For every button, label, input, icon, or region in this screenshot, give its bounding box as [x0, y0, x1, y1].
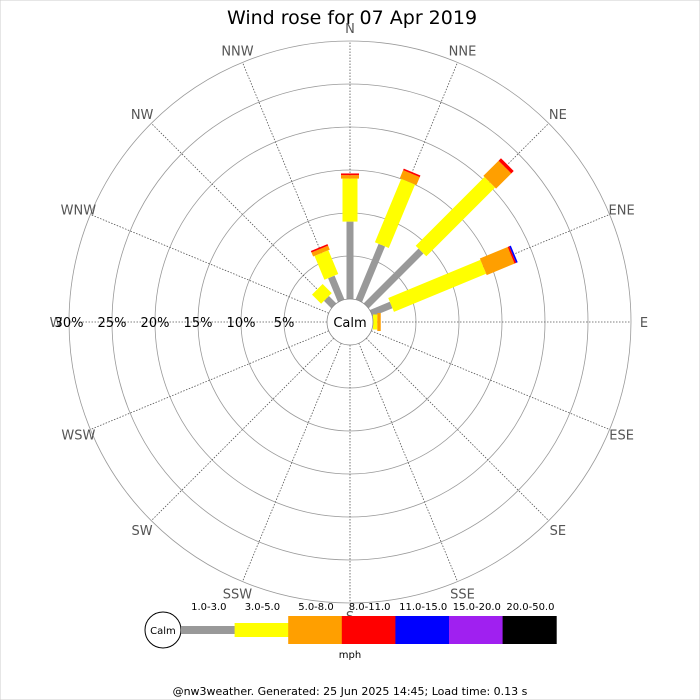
bar-NE-5.0-8.0 [483, 160, 512, 189]
bar-E-5.0-8.0 [377, 313, 381, 331]
legend-swatch-8.0-11.0 [341, 616, 396, 644]
chart-title: Wind rose for 07 Apr 2019 [227, 7, 477, 29]
legend-label-15.0-20.0: 15.0-20.0 [453, 602, 501, 613]
bar-N-3.0-5.0 [342, 178, 358, 222]
legend-label-5.0-8.0: 5.0-8.0 [298, 602, 333, 613]
calm-circle [326, 298, 374, 346]
grid-ring-25pct [111, 83, 589, 561]
spoke-WSW [90, 330, 329, 430]
spoke-SW [151, 337, 335, 521]
legend-label-1.0-3.0: 1.0-3.0 [191, 602, 226, 613]
direction-label-NE: NE [549, 108, 567, 123]
legend-swatch-3.0-5.0 [234, 623, 289, 637]
bar-E-3.0-5.0 [372, 314, 378, 330]
spoke-SSE [358, 343, 458, 582]
bar-ENE-8.0-11.0 [507, 246, 517, 264]
direction-label-WSW: WSW [61, 429, 95, 444]
bar-N-8.0-11.0 [341, 173, 359, 176]
radial-tick-30pct: 30% [55, 316, 84, 331]
bar-ENE-11.0-15.0 [509, 245, 518, 263]
calm-center: Calm [326, 298, 374, 346]
direction-label-WNW: WNW [61, 203, 97, 218]
legend-swatch-20.0-50.0 [502, 616, 557, 644]
bar-NNW-8.0-11.0 [310, 244, 329, 253]
bar-NNE-3.0-5.0 [374, 178, 416, 249]
bar-ENE-1.0-3.0 [369, 301, 393, 317]
bar-NE-3.0-5.0 [415, 176, 496, 257]
legend-label-20.0-50.0: 20.0-50.0 [506, 602, 554, 613]
bar-ENE-3.0-5.0 [388, 259, 487, 312]
bar-NE-1.0-3.0 [363, 248, 424, 309]
legend-calm-label: Calm [150, 626, 176, 637]
spoke-SSW [242, 343, 342, 582]
calm-label: Calm [333, 316, 366, 331]
bar-NNE-1.0-3.0 [355, 243, 386, 303]
direction-label-ENE: ENE [609, 203, 635, 218]
grid-ring-30pct [68, 40, 632, 604]
bar-NNE-5.0-8.0 [399, 170, 420, 186]
direction-label-SSW: SSW [223, 588, 253, 603]
legend-label-3.0-5.0: 3.0-5.0 [245, 602, 280, 613]
direction-labels: NNNENEENEEESESESSESSSWSWWSWWWNWNWNNW [50, 22, 649, 625]
radial-tick-20pct: 20% [141, 316, 170, 331]
bar-NE-8.0-11.0 [498, 158, 514, 174]
legend-unit: mph [339, 650, 361, 661]
legend-swatch-5.0-8.0 [288, 616, 343, 644]
direction-label-W: W [50, 316, 63, 331]
direction-label-NNW: NNW [221, 44, 253, 59]
bar-NNE-8.0-11.0 [403, 168, 421, 178]
spoke-WNW [90, 214, 329, 314]
legend-swatch-11.0-15.0 [395, 616, 450, 644]
direction-label-N: N [345, 22, 355, 37]
direction-label-ESE: ESE [609, 429, 634, 444]
radial-tick-5pct: 5% [274, 316, 295, 331]
legend-swatch-15.0-20.0 [449, 616, 504, 644]
radial-tick-labels: 5% 10% 15% 20% 25% 30% [55, 316, 295, 331]
radial-tick-15pct: 15% [184, 316, 213, 331]
direction-label-SE: SE [550, 524, 566, 539]
wind-bars [310, 158, 518, 331]
bar-NNW-1.0-3.0 [328, 275, 345, 303]
direction-label-NNE: NNE [449, 44, 477, 59]
footer-text: @nw3weather. Generated: 25 Jun 2025 14:4… [173, 685, 528, 698]
bar-NW-3.0-5.0 [312, 284, 332, 304]
bar-NNW-3.0-5.0 [314, 250, 339, 280]
legend-swatch-1.0-3.0 [181, 626, 236, 634]
direction-label-SW: SW [132, 524, 153, 539]
direction-label-NW: NW [131, 108, 154, 123]
radial-tick-25pct: 25% [98, 316, 127, 331]
spoke-NW [151, 123, 335, 307]
legend-label-8.0-11.0: 8.0-11.0 [349, 602, 391, 613]
bar-ENE-5.0-8.0 [479, 246, 515, 276]
spoke-SE [365, 337, 549, 521]
spoke-ESE [371, 330, 610, 430]
bar-NW-1.0-3.0 [323, 295, 337, 309]
bar-N-1.0-3.0 [346, 221, 354, 299]
legend-label-11.0-15.0: 11.0-15.0 [399, 602, 447, 613]
bar-NNW-5.0-8.0 [311, 245, 330, 257]
speed-legend: Calm 1.0-3.0 3.0-5.0 5.0-8.0 8.0-11.0 11.0-15… [144, 602, 557, 661]
direction-label-SSE: SSE [450, 588, 475, 603]
radial-tick-10pct: 10% [227, 316, 256, 331]
bar-N-5.0-8.0 [341, 175, 359, 179]
direction-label-E: E [640, 316, 648, 331]
